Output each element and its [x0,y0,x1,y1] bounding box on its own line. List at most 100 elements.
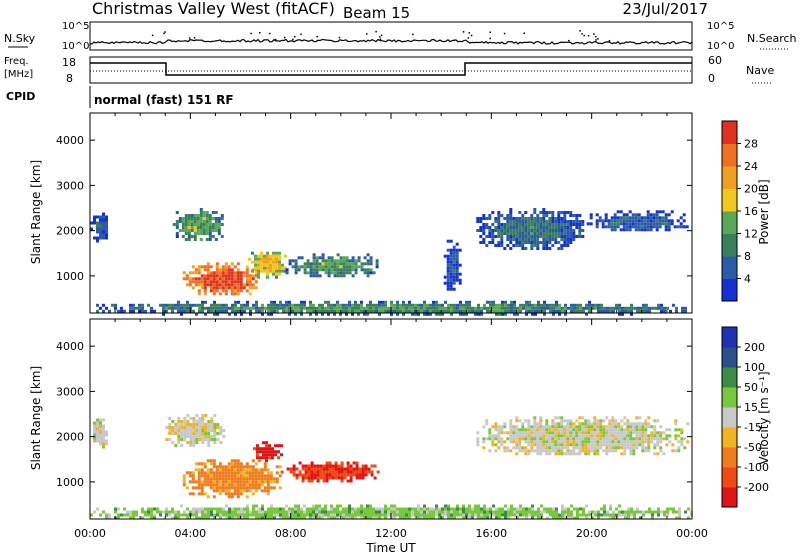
range-cell [497,434,501,438]
range-cell [141,303,144,307]
range-cell [236,283,240,287]
range-cell [369,268,373,272]
range-cell [171,441,175,444]
range-cell [233,292,237,296]
range-cell [462,504,465,508]
range-cell [665,434,669,438]
range-cell [564,303,567,307]
range-cell [360,262,364,266]
range-cell [222,510,225,514]
range-cell [291,507,294,511]
range-cell [217,223,221,226]
range-cell [315,309,318,313]
range-cell [471,507,474,511]
range-cell [646,210,650,214]
range-cell [206,274,210,278]
range-cell [153,507,156,511]
range-cell [500,226,504,229]
range-cell [273,513,276,517]
range-cell [245,486,249,490]
range-cell [659,425,663,429]
range-cell [183,417,187,420]
colorbar-swatch [722,407,737,428]
range-cell [641,425,645,429]
range-cell [346,467,350,471]
range-cell [674,434,678,438]
range-cell [423,516,426,520]
range-cell [196,220,200,223]
range-cell [186,435,190,438]
range-cell [632,428,636,432]
range-cell [357,513,360,517]
range-cell [309,510,312,514]
range-cell [233,459,237,463]
range-cell [566,428,570,432]
range-cell [218,471,222,475]
range-cell [251,477,255,481]
range-cell [175,226,179,229]
range-cell [342,265,346,269]
range-cell [657,306,660,310]
range-cell [513,309,516,313]
range-cell [99,430,102,434]
range-cell [178,217,182,220]
range-cell [509,229,513,232]
range-cell [357,265,361,269]
range-cell [227,462,231,466]
range-cell [222,507,225,511]
range-cell [222,303,225,307]
range-cell [239,486,243,490]
range-cell [369,271,373,275]
range-cell [566,232,570,235]
range-cell [224,292,228,296]
range-cell [240,303,243,307]
range-cell [204,516,207,520]
range-cell [209,274,213,278]
range-cell [548,223,552,226]
range-cell [268,456,271,460]
range-cell [524,452,528,456]
range-cell [227,268,231,272]
range-cell [444,507,447,511]
range-cell [584,449,588,453]
range-cell [551,244,555,247]
range-cell [230,283,234,287]
range-cell [584,437,588,441]
range-cell [429,312,432,316]
range-cell [363,271,367,275]
range-cell [555,507,558,511]
range-cell [270,513,273,517]
range-cell [423,303,426,307]
range-cell [348,303,351,307]
range-cell [280,470,284,474]
range-cell [384,510,387,514]
range-cell [462,513,465,517]
range-cell [551,428,555,432]
range-cell [599,431,603,435]
range-cell [518,217,522,220]
range-cell [630,306,633,310]
range-cell [268,453,271,457]
range-cell [429,306,432,310]
range-cell [99,306,102,310]
range-cell [613,219,617,223]
range-cell [513,300,516,304]
range-cell [518,449,522,453]
range-cell [336,274,340,278]
range-cell [294,303,297,307]
range-cell [209,462,213,466]
range-cell [312,516,315,520]
range-cell [548,449,552,453]
range-cell [581,223,585,226]
range-cell [527,232,531,235]
range-cell [351,306,354,310]
range-cell [231,306,234,310]
range-cell [581,422,585,426]
range-cell [663,309,666,313]
range-cell [324,306,327,310]
range-cell [524,437,528,441]
range-cell [497,211,501,214]
range-cell [500,244,504,247]
range-cell [564,510,567,514]
range-cell [99,236,102,240]
